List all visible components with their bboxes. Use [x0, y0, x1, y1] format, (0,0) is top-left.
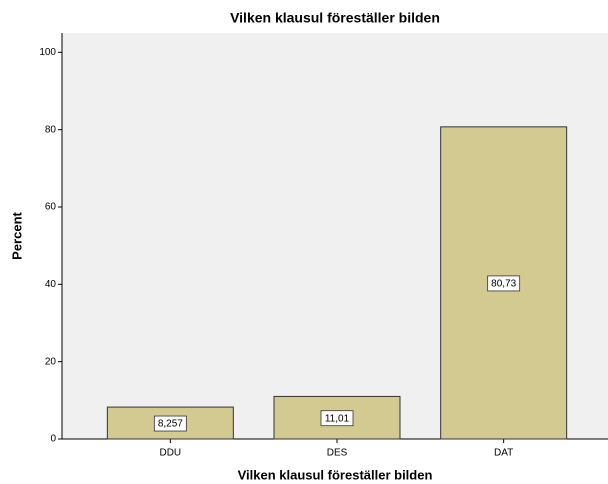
- y-axis-title: Percent: [9, 211, 24, 259]
- y-tick-label: 20: [45, 356, 57, 367]
- y-tick-label: 40: [45, 279, 57, 290]
- y-tick-label: 0: [50, 434, 56, 445]
- x-tick-label: DDU: [159, 448, 181, 459]
- y-tick-label: 80: [45, 124, 57, 135]
- x-tick-label: DES: [327, 448, 348, 459]
- y-tick-label: 100: [39, 47, 56, 58]
- value-label: 11,01: [325, 413, 350, 424]
- value-label-box: [487, 275, 521, 292]
- chart-title: Vilken klausul föreställer bilden: [230, 10, 440, 26]
- value-label-box: [320, 410, 354, 427]
- value-label: 80,73: [491, 279, 516, 290]
- value-label: 8,257: [158, 419, 183, 430]
- value-label-box: [153, 415, 187, 432]
- x-axis-title: Vilken klausul föreställer bilden: [238, 467, 433, 482]
- x-tick-label: DAT: [494, 448, 513, 459]
- y-tick-label: 60: [45, 202, 57, 213]
